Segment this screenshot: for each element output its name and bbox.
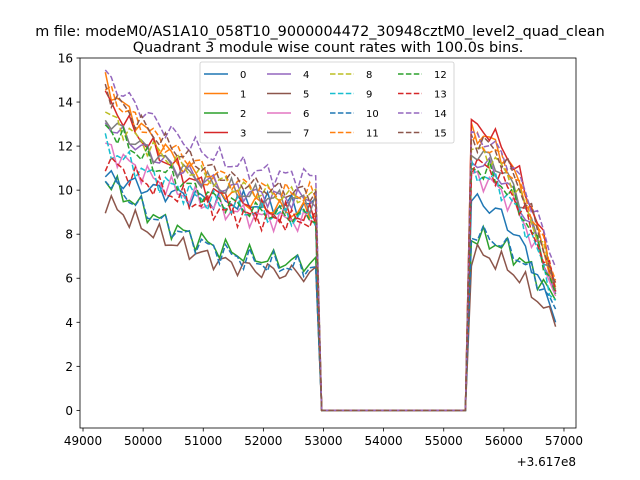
x-tick-label: 50000 (124, 434, 162, 448)
legend-label-6: 6 (303, 109, 309, 120)
series-line-3 (104, 90, 557, 412)
y-tick-label: 4 (65, 316, 73, 330)
legend-label-2: 2 (240, 109, 246, 120)
legend-label-15: 15 (434, 129, 447, 140)
y-tick-label: 14 (58, 96, 73, 110)
series-line-11 (104, 84, 557, 412)
x-axis-ticks: 49000 50000 51000 52000 53000 54000 55000 56000… (64, 428, 583, 448)
y-tick-label: 10 (58, 184, 73, 198)
chart-title: Quadrant 3 module wise count rates with … (133, 40, 524, 56)
legend-label-9: 9 (366, 90, 372, 101)
plot-area-frame (79, 57, 577, 429)
legend-label-11: 11 (366, 129, 379, 140)
legend-label-1: 1 (240, 90, 246, 101)
legend-label-5: 5 (303, 90, 309, 101)
legend-label-13: 13 (434, 90, 447, 101)
y-tick-label: 12 (58, 140, 73, 154)
legend-label-14: 14 (434, 109, 447, 120)
x-tick-label: 54000 (365, 434, 403, 448)
legend-label-3: 3 (240, 129, 246, 140)
series-line-12 (104, 124, 557, 412)
legend-label-8: 8 (366, 70, 372, 81)
legend-label-0: 0 (240, 70, 246, 81)
series-line-5 (104, 193, 557, 412)
series-line-10 (104, 176, 557, 412)
x-tick-label: 49000 (64, 434, 102, 448)
series-line-7 (104, 119, 557, 412)
series-line-13 (104, 156, 557, 412)
legend-label-4: 4 (303, 70, 309, 81)
legend-label-12: 12 (434, 70, 447, 81)
legend-frame (199, 61, 455, 144)
y-tick-label: 16 (58, 52, 73, 66)
legend-label-7: 7 (303, 129, 309, 140)
chart-suptitle: m file: modeM0/AS1A10_058T10_9000004472_… (35, 24, 605, 40)
y-tick-label: 0 (65, 404, 73, 418)
y-tick-label: 8 (65, 228, 73, 242)
x-tick-label: 57000 (545, 434, 583, 448)
y-axis-ticks: 0 2 4 6 8 10 12 14 16 (58, 52, 80, 418)
x-tick-label: 53000 (304, 434, 342, 448)
x-tick-label: 55000 (425, 434, 463, 448)
series-line-2 (104, 173, 557, 412)
x-axis-offset-label: +3.617e8 (517, 455, 576, 469)
series-line-14 (104, 69, 557, 412)
series-lines (104, 69, 557, 412)
x-tick-label: 51000 (184, 434, 222, 448)
x-tick-label: 56000 (485, 434, 523, 448)
series-line-8 (104, 111, 557, 412)
legend-label-10: 10 (366, 109, 379, 120)
y-tick-label: 6 (65, 272, 73, 286)
series-line-15 (104, 83, 557, 412)
series-line-4 (104, 122, 557, 412)
y-tick-label: 2 (65, 360, 73, 374)
x-tick-label: 52000 (244, 434, 282, 448)
